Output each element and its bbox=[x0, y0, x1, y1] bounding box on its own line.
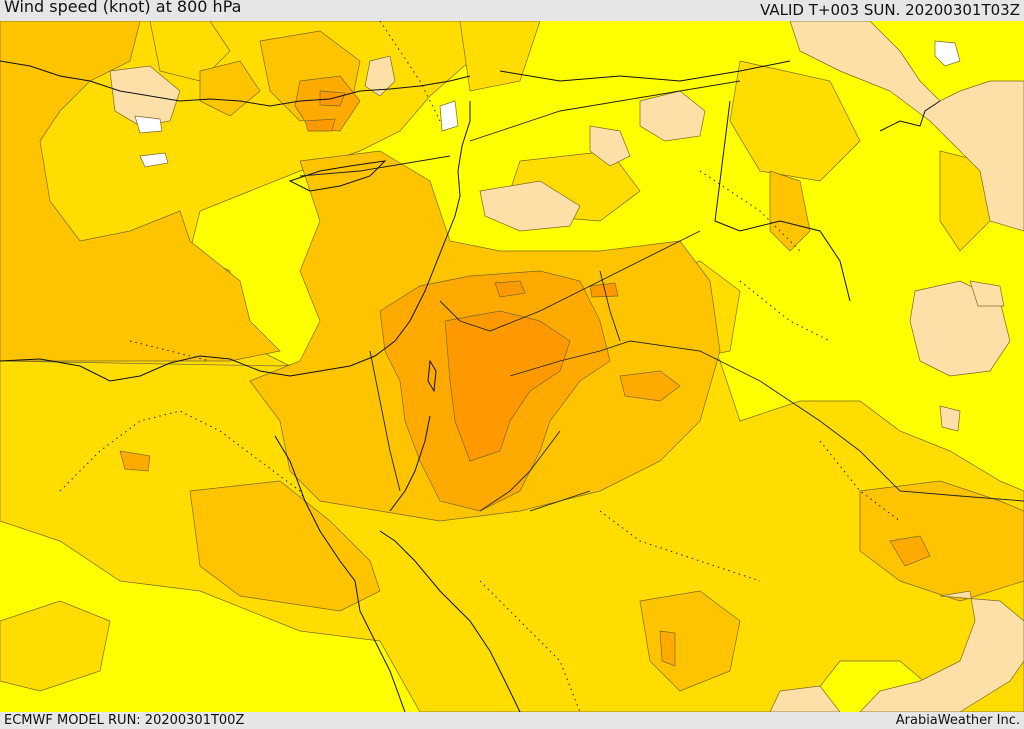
dotted-contours bbox=[59, 21, 901, 712]
coastlines bbox=[0, 60, 941, 712]
wind-band-white bbox=[134, 40, 961, 168]
map-footer: ECMWF MODEL RUN: 20200301T00Z ArabiaWeat… bbox=[0, 712, 1024, 729]
map-title: Wind speed (knot) at 800 hPa bbox=[4, 0, 242, 16]
wind-speed-map bbox=[0, 21, 1024, 712]
model-run: ECMWF MODEL RUN: 20200301T00Z bbox=[4, 713, 245, 728]
credit: ArabiaWeather Inc. bbox=[895, 713, 1020, 728]
map-header: Wind speed (knot) at 800 hPa VALID T+003… bbox=[0, 0, 1024, 21]
borders bbox=[299, 80, 1024, 512]
wind-band-peach bbox=[109, 21, 1024, 712]
valid-time: VALID T+003 SUN. 20200301T03Z bbox=[760, 1, 1020, 19]
wind-band-orange-dark bbox=[304, 90, 619, 462]
